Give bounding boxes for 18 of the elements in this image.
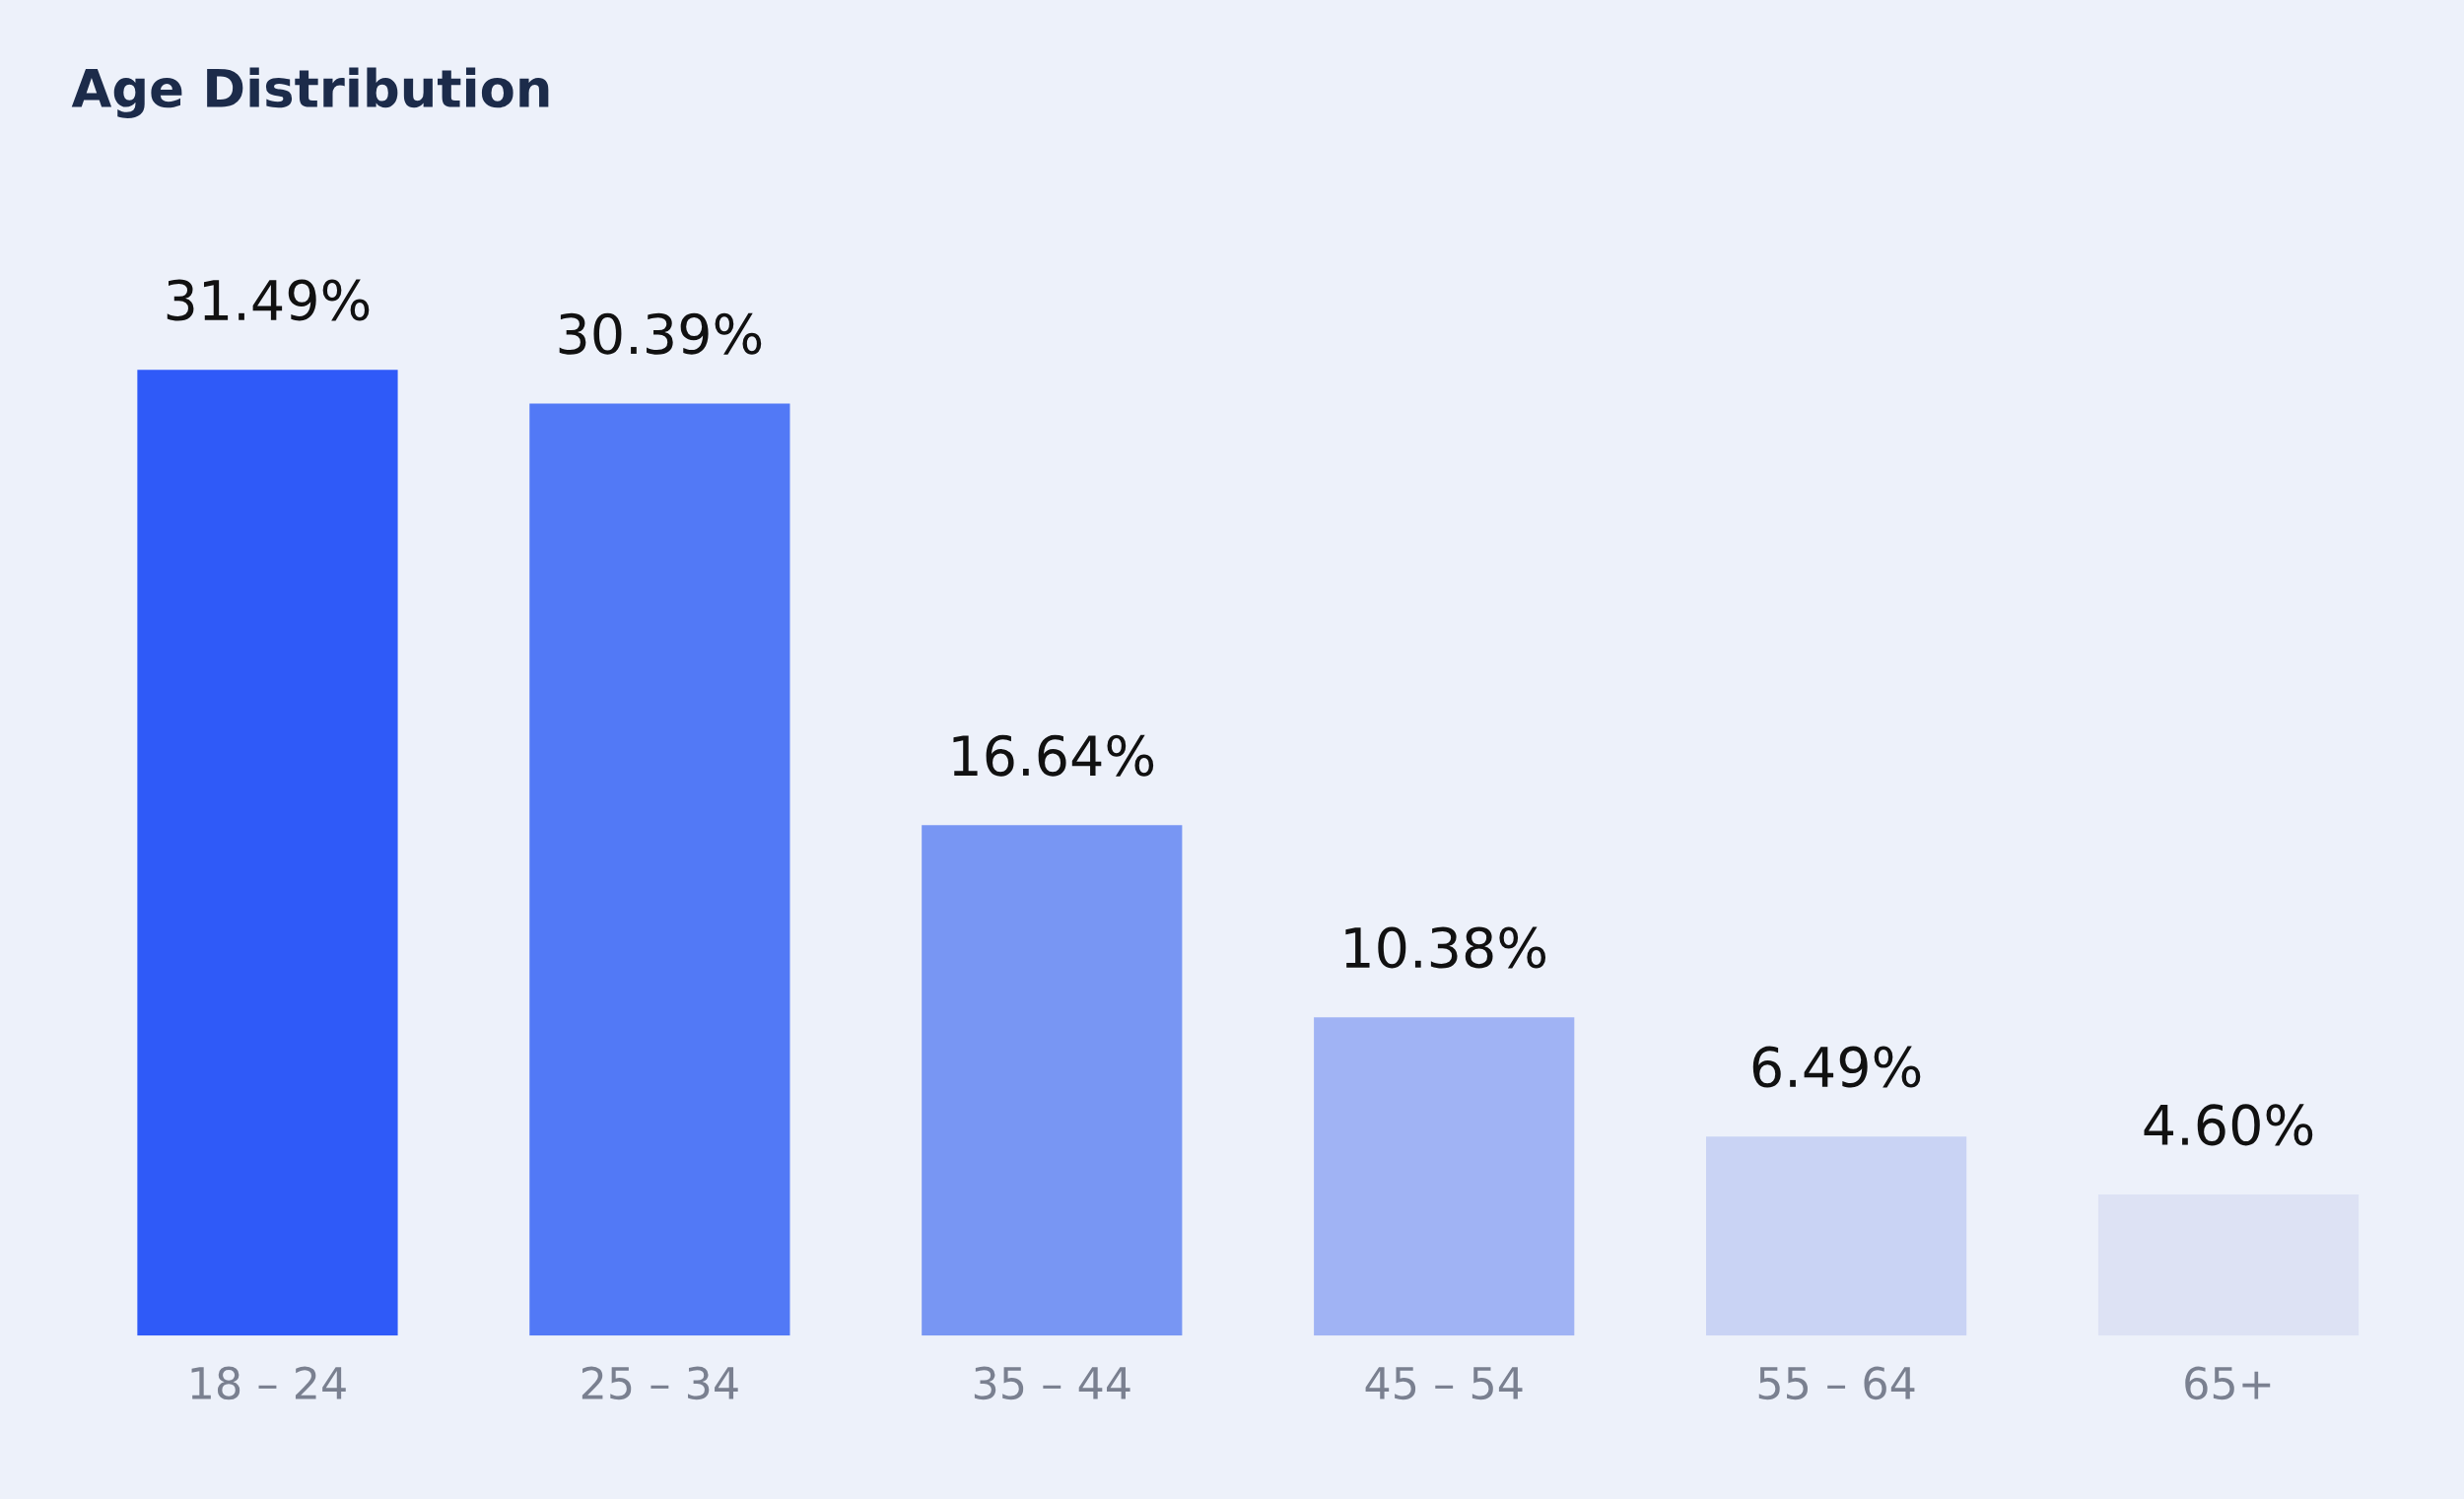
x-tick-label: 25 – 34 (582, 1366, 738, 1400)
x-tick-label: 45 – 54 (1365, 1367, 1523, 1400)
x-tick-label: 35 – 44 (974, 1366, 1130, 1400)
bar (137, 370, 398, 1336)
x-tick-label: 65+ (2185, 1366, 2271, 1400)
data-label: 6.49% (1752, 1046, 1921, 1088)
bar (1706, 1136, 1967, 1336)
data-label: 4.60% (2144, 1104, 2313, 1146)
data-label: 10.38% (1345, 926, 1546, 969)
bar (922, 825, 1183, 1336)
x-tick-label: 55 – 64 (1758, 1366, 1915, 1400)
data-label: 30.39% (559, 312, 762, 355)
data-label: 16.64% (953, 734, 1154, 777)
data-label: 31.49% (167, 279, 370, 321)
x-tick-label: 18 – 24 (191, 1366, 346, 1400)
bar (1314, 1017, 1575, 1336)
bar (529, 403, 790, 1336)
chart-title: Age Distribution (71, 67, 549, 118)
